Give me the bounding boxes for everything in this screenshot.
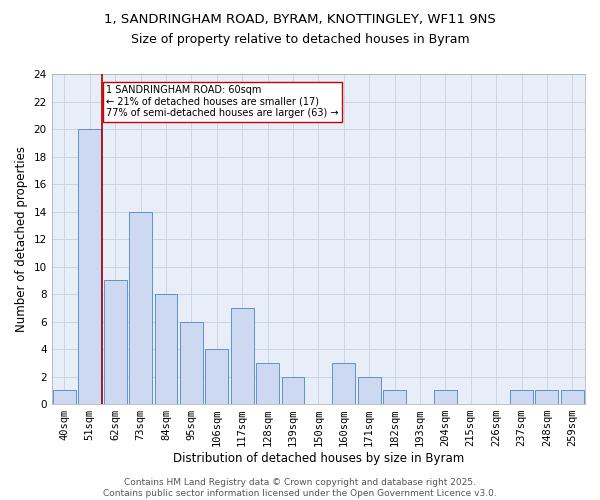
- Bar: [358, 376, 380, 404]
- Text: Contains HM Land Registry data © Crown copyright and database right 2025.
Contai: Contains HM Land Registry data © Crown c…: [103, 478, 497, 498]
- Bar: [434, 390, 457, 404]
- Bar: [535, 390, 559, 404]
- Text: 1, SANDRINGHAM ROAD, BYRAM, KNOTTINGLEY, WF11 9NS: 1, SANDRINGHAM ROAD, BYRAM, KNOTTINGLEY,…: [104, 12, 496, 26]
- X-axis label: Distribution of detached houses by size in Byram: Distribution of detached houses by size …: [173, 452, 464, 465]
- Y-axis label: Number of detached properties: Number of detached properties: [15, 146, 28, 332]
- Bar: [205, 349, 228, 404]
- Bar: [53, 390, 76, 404]
- Bar: [180, 322, 203, 404]
- Bar: [281, 376, 304, 404]
- Bar: [561, 390, 584, 404]
- Bar: [129, 212, 152, 404]
- Text: 1 SANDRINGHAM ROAD: 60sqm
← 21% of detached houses are smaller (17)
77% of semi-: 1 SANDRINGHAM ROAD: 60sqm ← 21% of detac…: [106, 85, 339, 118]
- Bar: [231, 308, 254, 404]
- Text: Size of property relative to detached houses in Byram: Size of property relative to detached ho…: [131, 32, 469, 46]
- Bar: [155, 294, 178, 404]
- Bar: [383, 390, 406, 404]
- Bar: [510, 390, 533, 404]
- Bar: [79, 129, 101, 404]
- Bar: [256, 363, 279, 404]
- Bar: [104, 280, 127, 404]
- Bar: [332, 363, 355, 404]
